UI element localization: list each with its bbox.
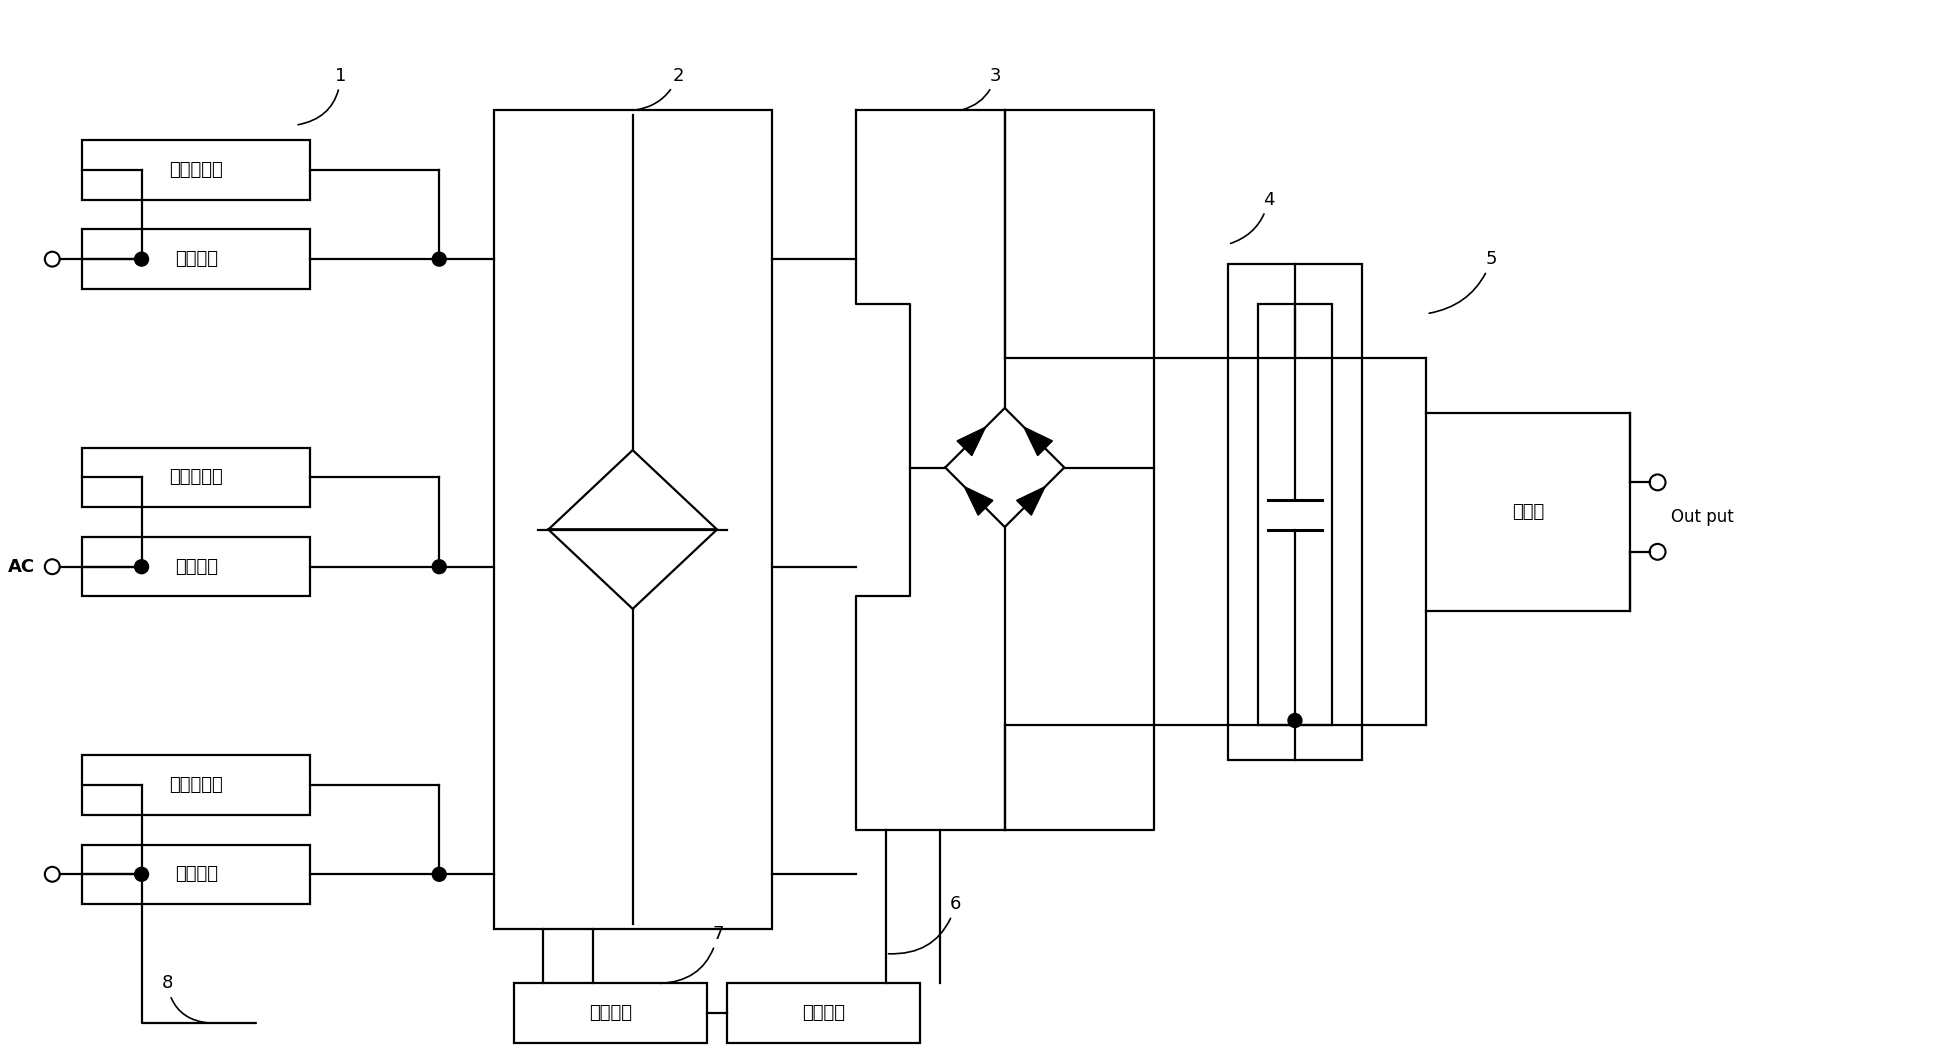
Text: 辅助电源: 辅助电源 bbox=[802, 1005, 845, 1023]
Text: 4: 4 bbox=[1230, 190, 1275, 243]
Text: 电控开关: 电控开关 bbox=[175, 866, 218, 884]
FancyBboxPatch shape bbox=[82, 140, 309, 200]
Text: 电控开关: 电控开关 bbox=[175, 558, 218, 576]
Circle shape bbox=[432, 252, 446, 267]
Text: 监控电路: 监控电路 bbox=[590, 1005, 632, 1023]
FancyBboxPatch shape bbox=[1257, 304, 1333, 725]
Text: 3: 3 bbox=[963, 67, 1002, 109]
Polygon shape bbox=[965, 486, 992, 515]
FancyBboxPatch shape bbox=[494, 110, 773, 929]
FancyBboxPatch shape bbox=[82, 844, 309, 904]
Circle shape bbox=[134, 868, 148, 881]
Text: 7: 7 bbox=[660, 925, 724, 983]
Text: 1: 1 bbox=[298, 67, 346, 124]
Text: 主电源: 主电源 bbox=[1512, 503, 1545, 521]
FancyBboxPatch shape bbox=[1228, 264, 1362, 760]
Polygon shape bbox=[957, 427, 985, 456]
FancyBboxPatch shape bbox=[514, 983, 706, 1043]
Text: 软启动电路: 软启动电路 bbox=[169, 776, 224, 794]
Text: Out put: Out put bbox=[1672, 508, 1734, 526]
FancyBboxPatch shape bbox=[82, 229, 309, 289]
Polygon shape bbox=[856, 110, 1154, 829]
FancyBboxPatch shape bbox=[1426, 413, 1631, 612]
Text: 软启动电路: 软启动电路 bbox=[169, 160, 224, 178]
FancyBboxPatch shape bbox=[82, 537, 309, 597]
Circle shape bbox=[1288, 714, 1302, 727]
FancyBboxPatch shape bbox=[82, 755, 309, 815]
Polygon shape bbox=[1016, 486, 1045, 515]
FancyBboxPatch shape bbox=[82, 448, 309, 508]
Circle shape bbox=[432, 560, 446, 573]
Text: 8: 8 bbox=[162, 974, 208, 1023]
Text: 6: 6 bbox=[889, 895, 961, 954]
Text: 5: 5 bbox=[1428, 251, 1496, 313]
Circle shape bbox=[134, 560, 148, 573]
Polygon shape bbox=[1024, 427, 1053, 456]
Text: 软启动电路: 软启动电路 bbox=[169, 468, 224, 486]
FancyBboxPatch shape bbox=[728, 983, 920, 1043]
Text: 2: 2 bbox=[636, 67, 683, 110]
Circle shape bbox=[432, 868, 446, 881]
Circle shape bbox=[134, 252, 148, 267]
Text: 电控开关: 电控开关 bbox=[175, 251, 218, 268]
Text: AC: AC bbox=[8, 558, 35, 576]
